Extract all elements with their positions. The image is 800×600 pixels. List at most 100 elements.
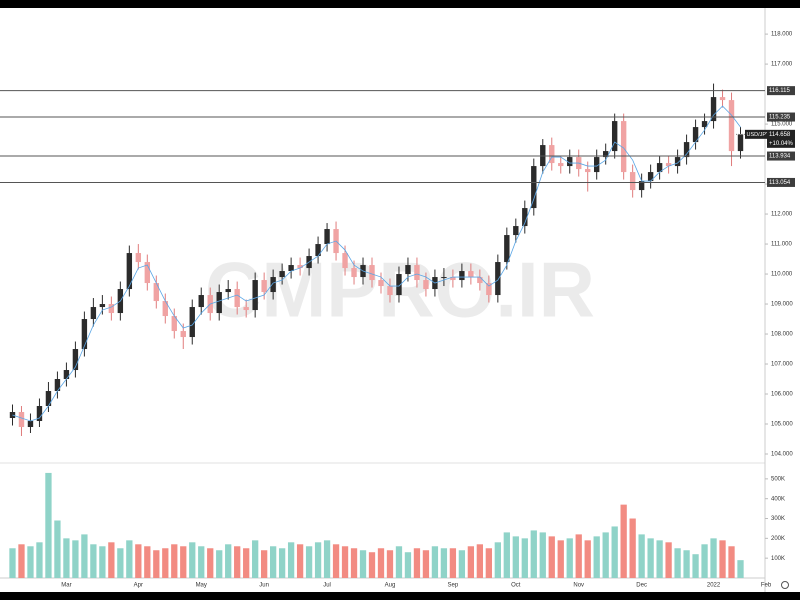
x-tick-label: Mar [61, 583, 71, 589]
candle-body [270, 277, 276, 293]
candle-body [710, 97, 717, 122]
volume-bar [207, 548, 214, 578]
volume-bar [485, 548, 492, 578]
candle-body [288, 265, 294, 272]
candle-body [701, 121, 708, 128]
candle-body [594, 157, 600, 173]
candle-body [638, 181, 645, 191]
volume-bar [620, 504, 627, 578]
volume-bar [81, 534, 88, 578]
candle-body [198, 295, 204, 308]
level-label-box [767, 177, 795, 187]
volume-bar [674, 548, 681, 578]
y-tick-label: 115.000 [771, 122, 793, 128]
volume-bar [341, 546, 349, 578]
volume-bar [404, 552, 412, 578]
volume-bar [296, 544, 304, 578]
candle-body [558, 163, 564, 167]
volume-tick-label: 200K [771, 536, 785, 542]
candle-body [513, 226, 519, 236]
y-tick-label: 109.000 [771, 302, 793, 308]
moving-average [12, 105, 741, 422]
x-tick-label: Dec [636, 583, 647, 589]
symbol-label: USD/JPY [747, 132, 771, 138]
candle-body [531, 166, 537, 209]
y-tick-label: 110.000 [771, 272, 793, 278]
volume-bar [557, 540, 564, 578]
volume-bar [647, 538, 654, 578]
volume-bar [449, 548, 457, 578]
volume-bar [566, 538, 573, 578]
x-tick-label: Apr [134, 583, 143, 589]
volume-bar [368, 552, 376, 578]
volume-tick-label: 100K [771, 556, 785, 562]
candle-body [459, 271, 465, 281]
change-label: +10.04% [769, 141, 794, 147]
candle-body [728, 100, 735, 152]
volume-bar [27, 546, 34, 578]
candle-body [144, 262, 151, 284]
candle-body [225, 289, 231, 293]
candle-body [297, 265, 303, 269]
candle-body [602, 151, 609, 158]
volume-bar [350, 548, 358, 578]
volume-bar [359, 550, 367, 578]
candle-body [504, 235, 510, 263]
candle-body [171, 316, 177, 332]
volume-bar [126, 540, 133, 578]
candle-body [81, 319, 88, 350]
candle-body [683, 142, 690, 158]
level-label-box [767, 86, 795, 96]
level-label: 113.934 [769, 154, 791, 160]
candle-body [324, 229, 330, 245]
candle-body [647, 172, 654, 182]
candle-body [441, 277, 447, 279]
y-tick-label: 117.000 [771, 62, 793, 68]
candle-body [108, 304, 115, 314]
candle-body [18, 412, 25, 428]
candle-body [719, 97, 726, 101]
candle-body [629, 172, 636, 191]
volume-bar [323, 540, 331, 578]
volume-bar [629, 518, 636, 578]
volume-bar [395, 546, 403, 578]
volume-bar [162, 548, 169, 578]
candle-body [737, 134, 744, 152]
candle-body [656, 163, 663, 173]
candle-body [90, 307, 97, 320]
volume-tick-label: 300K [771, 516, 785, 522]
candle-body [665, 163, 672, 167]
volume-tick-label: 400K [771, 496, 785, 502]
last-price-label: 114.658 [769, 132, 791, 138]
volume-bar [539, 532, 546, 578]
volume-bar [458, 550, 466, 578]
candle-body [423, 280, 429, 290]
volume-bar [422, 550, 430, 578]
level-label: 113.054 [769, 180, 791, 186]
volume-bar [638, 534, 645, 578]
volume-bar [9, 548, 16, 578]
volume-tick-label: 500K [771, 476, 785, 482]
settings-icon[interactable] [781, 581, 789, 589]
volume-bar [728, 546, 735, 578]
level-label-box [767, 151, 795, 161]
volume-bar [332, 544, 340, 578]
candle-body [414, 265, 420, 281]
candle-body [620, 121, 627, 173]
volume-bar [467, 546, 475, 578]
candle-body [99, 304, 106, 308]
y-tick-label: 105.000 [771, 422, 793, 428]
x-tick-label: Sep [448, 583, 459, 589]
volume-bar [99, 546, 106, 578]
volume-bar [180, 546, 187, 578]
volume-bar [494, 542, 501, 578]
candle-body [468, 271, 474, 278]
candle-body [135, 253, 142, 263]
candle-body [585, 169, 591, 173]
volume-bar [692, 554, 699, 578]
candle-body [189, 307, 195, 338]
candle-body [216, 292, 222, 314]
candle-body [351, 268, 357, 278]
candle-body [315, 244, 321, 257]
